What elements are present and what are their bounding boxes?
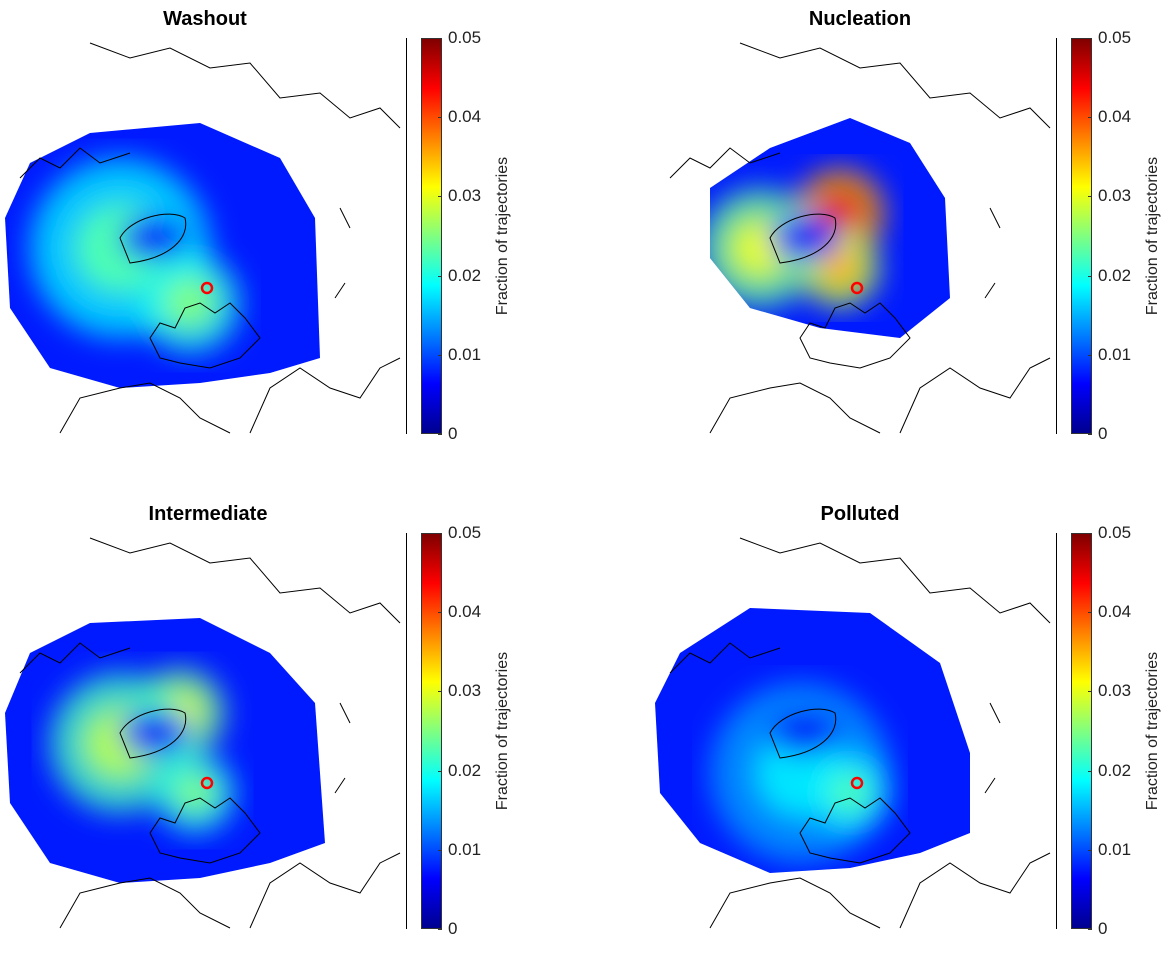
colorbar-tick-label: 0.02 (448, 760, 482, 780)
map-panel-nucleation: Nucleation 0 0.01 0.02 0.03 0.04 0.05 Fraction … (650, 0, 1172, 473)
colorbar-tick-label: 0.04 (1098, 602, 1132, 622)
density-map (669, 42, 1051, 434)
colorbar (1071, 533, 1092, 929)
colorbar-tick-mark (1088, 612, 1092, 614)
panel-title: Intermediate (148, 503, 268, 525)
colorbar (1071, 38, 1092, 434)
panel-title: Washout (163, 8, 247, 30)
colorbar-tick-label: 0 (1098, 424, 1108, 443)
colorbar (421, 533, 442, 929)
map-panel-intermediate: Intermediate 0 0.01 0.02 0.03 0.04 0.05 Fractio… (0, 495, 586, 968)
density-map (5, 537, 401, 929)
colorbar-tick-label: 0 (1098, 919, 1108, 938)
colorbar-label: Fraction of trajectories (1144, 651, 1161, 811)
colorbar-tick-mark (438, 434, 442, 435)
colorbar-tick-label: 0.05 (448, 523, 482, 542)
axis-edge (406, 38, 407, 434)
colorbar-tick-mark (1088, 434, 1092, 435)
colorbar-tick-label: 0.05 (1098, 28, 1132, 47)
panel-title: Nucleation (808, 8, 912, 30)
coastline (19, 537, 401, 929)
colorbar-tick-mark (438, 38, 442, 39)
colorbar-tick-label: 0 (448, 919, 458, 938)
colorbar (421, 38, 442, 434)
colorbar-tick-label: 0.01 (448, 344, 482, 364)
colorbar-tick-mark (438, 117, 442, 119)
colorbar-tick-label: 0.03 (448, 186, 482, 206)
colorbar-tick-label: 0.05 (1098, 523, 1132, 542)
colorbar-tick-mark (1088, 770, 1092, 772)
colorbar-tick-mark (1088, 117, 1092, 119)
density-map (5, 42, 401, 434)
station-marker (200, 776, 214, 790)
colorbar-tick-label: 0.02 (448, 265, 482, 285)
colorbar-tick-mark (1088, 354, 1092, 356)
colorbar-tick-label: 0.04 (448, 602, 482, 622)
coastline (19, 42, 401, 434)
colorbar-tick-mark (438, 770, 442, 772)
colorbar-tick-mark (1088, 691, 1092, 693)
colorbar-tick-mark (438, 354, 442, 356)
colorbar-tick-label: 0.01 (1098, 344, 1132, 364)
panel-title: Polluted (820, 503, 900, 525)
colorbar-tick-label: 0.02 (1098, 760, 1132, 780)
colorbar-tick-mark (1088, 849, 1092, 851)
colorbar-tick-mark (1088, 275, 1092, 277)
colorbar-tick-label: 0.03 (1098, 186, 1132, 206)
colorbar-tick-label: 0.02 (1098, 265, 1132, 285)
map-panel-polluted: Polluted 0 0.01 0.02 0.03 0.04 0.05 Fraction of… (650, 495, 1172, 968)
station-marker (850, 281, 864, 295)
colorbar-tick-mark (1088, 533, 1092, 534)
coastline (669, 537, 1051, 929)
coastline (669, 42, 1051, 434)
colorbar-tick-label: 0.01 (1098, 839, 1132, 859)
axis-edge (1056, 38, 1057, 434)
colorbar-tick-mark (438, 849, 442, 851)
colorbar-label: Fraction of trajectories (1144, 156, 1161, 316)
colorbar-tick-label: 0.03 (1098, 681, 1132, 701)
density-map (655, 537, 1051, 929)
colorbar-tick-label: 0.01 (448, 839, 482, 859)
colorbar-tick-mark (438, 691, 442, 693)
colorbar-tick-mark (1088, 196, 1092, 198)
colorbar-tick-mark (438, 929, 442, 930)
station-marker (200, 281, 214, 295)
station-marker (850, 776, 864, 790)
axis-edge (406, 533, 407, 929)
colorbar-tick-label: 0.04 (1098, 107, 1132, 127)
colorbar-tick-mark (438, 612, 442, 614)
colorbar-tick-mark (438, 275, 442, 277)
colorbar-tick-mark (438, 533, 442, 534)
colorbar-tick-mark (1088, 929, 1092, 930)
colorbar-tick-label: 0 (448, 424, 458, 443)
colorbar-tick-label: 0.04 (448, 107, 482, 127)
colorbar-tick-label: 0.03 (448, 681, 482, 701)
colorbar-label: Fraction of trajectories (494, 651, 511, 811)
colorbar-tick-mark (1088, 38, 1092, 39)
colorbar-tick-label: 0.05 (448, 28, 482, 47)
map-panel-washout: Washout 0 0.01 0.02 0.03 0.04 0.05 Fraction of … (0, 0, 586, 473)
colorbar-tick-mark (438, 196, 442, 198)
axis-edge (1056, 533, 1057, 929)
colorbar-label: Fraction of trajectories (494, 156, 511, 316)
